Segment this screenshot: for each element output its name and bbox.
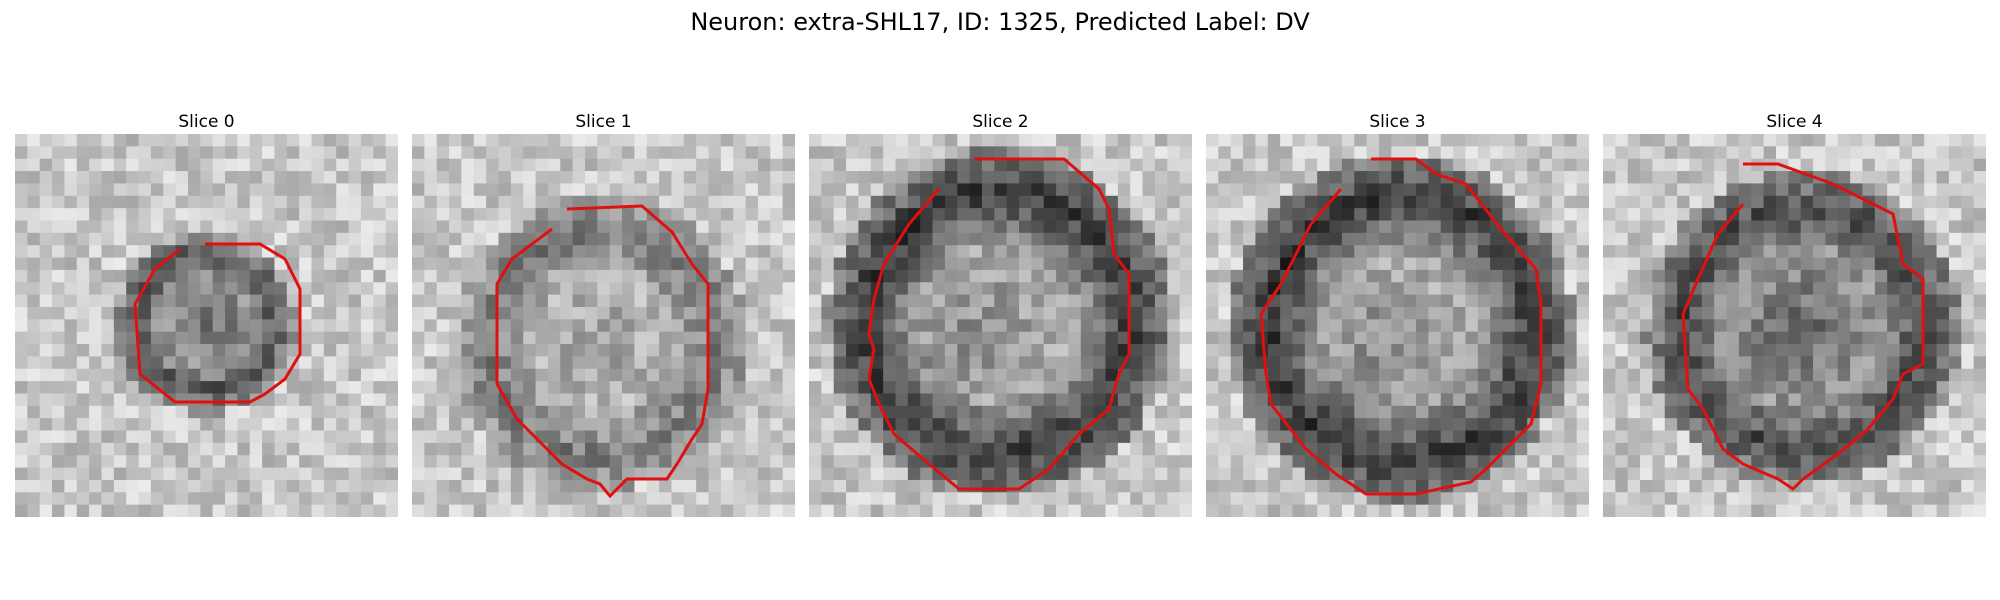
segmentation-outline (133, 242, 302, 404)
slice-title: Slice 0 (178, 112, 235, 132)
slice-title: Slice 3 (1369, 112, 1426, 132)
slice-image-2 (809, 134, 1192, 517)
segmentation-outline (1681, 162, 1925, 491)
segmentation-outline (1259, 157, 1543, 496)
slice-panel-0: Slice 0 (15, 110, 398, 517)
slice-image-3 (1206, 134, 1589, 517)
segmentation-outline (867, 157, 1131, 491)
slice-panel-3: Slice 3 (1206, 110, 1589, 517)
figure-title: Neuron: extra-SHL17, ID: 1325, Predicted… (690, 8, 1310, 36)
slice-panel-1: Slice 1 (412, 110, 795, 517)
slice-title: Slice 1 (575, 112, 632, 132)
slice-panel-4: Slice 4 (1603, 110, 1986, 517)
slice-panel-2: Slice 2 (809, 110, 1192, 517)
slice-image-4 (1603, 134, 1986, 517)
slice-title: Slice 2 (972, 112, 1029, 132)
segmentation-outline (495, 204, 710, 499)
slice-image-1 (412, 134, 795, 517)
slice-image-0 (15, 134, 398, 517)
slice-title: Slice 4 (1766, 112, 1823, 132)
